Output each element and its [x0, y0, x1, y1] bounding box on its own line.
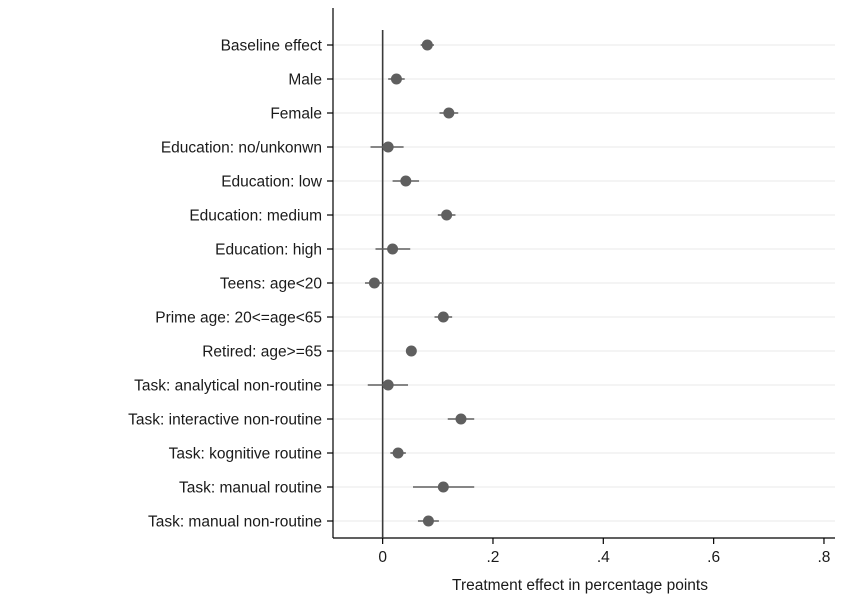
category-label: Education: high: [215, 242, 322, 259]
point-estimate: [441, 209, 453, 221]
grid-layer: [333, 44, 835, 522]
category-label: Education: medium: [189, 208, 322, 225]
point-estimate: [382, 141, 394, 153]
point-estimate: [392, 447, 404, 459]
category-label: Task: kognitive routine: [169, 446, 322, 463]
x-tick-label: .8: [817, 549, 830, 566]
category-label: Prime age: 20<=age<65: [155, 310, 322, 327]
category-label: Task: interactive non-routine: [128, 412, 322, 429]
category-label: Education: no/unkonwn: [161, 140, 322, 157]
point-estimate: [368, 277, 380, 289]
category-label: Task: manual non-routine: [148, 514, 322, 531]
x-axis-title: Treatment effect in percentage points: [452, 577, 708, 594]
category-label: Baseline effect: [221, 38, 323, 55]
point-estimate: [421, 39, 433, 51]
point-estimate: [387, 243, 399, 255]
category-label: Male: [288, 72, 322, 89]
category-label: Teens: age<20: [220, 276, 323, 293]
x-tick-label: .4: [597, 549, 610, 566]
category-label: Retired: age>=65: [202, 344, 322, 361]
x-tick-label: .6: [707, 549, 720, 566]
point-estimate: [405, 345, 417, 357]
point-estimate: [437, 481, 449, 493]
point-estimate: [400, 175, 412, 187]
category-label: Female: [270, 106, 322, 123]
axis-layer: [327, 8, 835, 544]
mark-layer: [364, 39, 475, 527]
point-estimate: [437, 311, 449, 323]
point-estimate: [443, 107, 455, 119]
point-estimate: [390, 73, 402, 85]
category-label: Task: manual routine: [179, 480, 322, 497]
point-estimate: [422, 515, 434, 527]
x-tick-label: 0: [378, 549, 387, 566]
point-estimate: [455, 413, 467, 425]
point-estimate: [382, 379, 394, 391]
category-label: Education: low: [221, 174, 323, 191]
x-tick-label: .2: [487, 549, 500, 566]
category-label: Task: analytical non-routine: [134, 378, 322, 395]
label-layer: 0 .2 .4 .6 .8 Baseline effect Male Female Educat…: [128, 38, 830, 567]
